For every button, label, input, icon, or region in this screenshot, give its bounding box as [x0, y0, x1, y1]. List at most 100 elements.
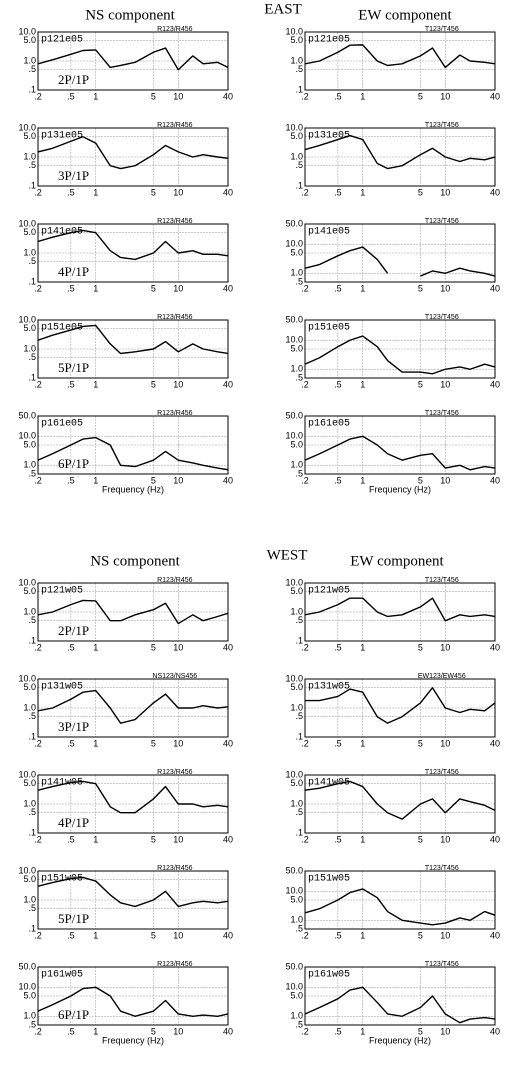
- west-title: WEST: [267, 547, 308, 563]
- ratio-label: T123/T456: [425, 769, 459, 776]
- y-tick-label: 5.0: [23, 586, 36, 596]
- x-tick-label: 10: [440, 475, 450, 485]
- plot-frame: [304, 774, 496, 834]
- x-tick-label: .5: [334, 930, 342, 940]
- x-tick-label: 10: [173, 283, 183, 293]
- station-label: p161e05: [308, 419, 350, 430]
- x-tick-label: .5: [67, 91, 75, 101]
- y-tick-label: 5.0: [23, 990, 36, 1000]
- y-tick-label: 50.0: [18, 410, 36, 420]
- x-tick-label: 1: [93, 738, 98, 748]
- x-tick-label: 5: [418, 642, 423, 652]
- x-tick-label: 40: [223, 187, 233, 197]
- y-tick-label: .5: [28, 468, 36, 478]
- x-tick-label: .2: [301, 642, 309, 652]
- y-tick-label: 10.0: [18, 122, 36, 132]
- y-tick-label: 50.0: [285, 865, 303, 875]
- ratio-label: EW123/EW456: [418, 673, 466, 680]
- x-tick-label: 40: [490, 642, 500, 652]
- y-tick-label: 5.0: [23, 874, 36, 884]
- y-tick-label: .1: [28, 827, 36, 837]
- x-tick-label: 1: [93, 1026, 98, 1036]
- x-tick-label: 40: [490, 283, 500, 293]
- x-tick-label: .5: [334, 738, 342, 748]
- y-tick-label: 5.0: [290, 586, 303, 596]
- ratio-label: T123/T456: [425, 577, 459, 584]
- y-tick-label: 5.0: [23, 323, 36, 333]
- x-tick-label: 10: [440, 379, 450, 389]
- y-tick-label: 10.0: [18, 431, 36, 441]
- x-tick-label: .5: [67, 475, 75, 485]
- y-tick-label: 1.0: [23, 894, 36, 904]
- plot-frame: [304, 31, 496, 91]
- station-label: p121e05: [41, 35, 83, 46]
- y-tick-label: 50.0: [285, 410, 303, 420]
- ratio-line: [38, 324, 228, 355]
- y-tick-label: 50.0: [285, 314, 303, 324]
- x-tick-label: .5: [334, 642, 342, 652]
- ratio-line: [38, 436, 228, 471]
- x-tick-label: 1: [93, 283, 98, 293]
- x-tick-label: 10: [440, 91, 450, 101]
- y-tick-label: 5.0: [290, 131, 303, 141]
- y-tick-label: 1.0: [23, 343, 36, 353]
- ratio-label: R123/R456: [157, 314, 193, 321]
- x-tick-label: 5: [151, 475, 156, 485]
- plot-frame: [37, 31, 229, 91]
- y-tick-label: 10.0: [285, 122, 303, 132]
- phase-ratio: 4P/1P: [58, 264, 89, 279]
- ratio-label: R123/R456: [157, 577, 193, 584]
- x-tick-label: 1: [360, 379, 365, 389]
- x-tick-label: 5: [151, 187, 156, 197]
- x-tick-label: 40: [490, 187, 500, 197]
- x-tick-label: 1: [93, 930, 98, 940]
- x-tick-label: 40: [490, 1026, 500, 1036]
- y-tick-label: 1.0: [290, 151, 303, 161]
- y-tick-label: 5.0: [290, 778, 303, 788]
- y-tick-label: 10.0: [285, 982, 303, 992]
- station-label: p131e05: [308, 131, 350, 142]
- x-tick-label: 1: [93, 834, 98, 844]
- plot-frame: [304, 870, 496, 930]
- y-tick-label: .5: [295, 711, 303, 721]
- x-tick-label: 5: [418, 379, 423, 389]
- ratio-label: R123/R456: [157, 769, 193, 776]
- y-tick-label: 5.0: [23, 35, 36, 45]
- x-tick-label: .5: [334, 91, 342, 101]
- y-tick-label: 10.0: [285, 673, 303, 683]
- ratio-line: [38, 986, 228, 1017]
- x-tick-label: 1: [93, 642, 98, 652]
- y-tick-label: 10.0: [285, 26, 303, 36]
- y-tick-label: 5.0: [290, 894, 303, 904]
- y-tick-label: 10.0: [285, 239, 303, 249]
- y-tick-label: .1: [295, 827, 303, 837]
- y-tick-label: .1: [28, 731, 36, 741]
- x-tick-label: .5: [67, 379, 75, 389]
- y-tick-label: 1.0: [23, 55, 36, 65]
- x-tick-label: 40: [490, 930, 500, 940]
- x-tick-label: 10: [173, 642, 183, 652]
- station-label: p131w05: [41, 682, 83, 693]
- y-tick-label: 1.0: [23, 460, 36, 470]
- x-tick-label: .5: [334, 1026, 342, 1036]
- plot-frame: [304, 319, 496, 379]
- phase-ratio: 3P/1P: [58, 719, 89, 734]
- y-tick-label: .5: [295, 807, 303, 817]
- y-tick-label: .1: [28, 84, 36, 94]
- phase-ratio: 2P/1P: [58, 72, 89, 87]
- x-tick-label: 5: [151, 91, 156, 101]
- x-tick-label: .5: [334, 283, 342, 293]
- x-tick-label: .5: [334, 475, 342, 485]
- phase-ratio: 4P/1P: [58, 815, 89, 830]
- y-tick-label: 10.0: [18, 982, 36, 992]
- x-tick-label: .2: [34, 187, 42, 197]
- x-tick-label: 40: [223, 642, 233, 652]
- y-tick-label: .5: [28, 807, 36, 817]
- x-tick-label: 10: [440, 283, 450, 293]
- phase-ratio: 5P/1P: [58, 360, 89, 375]
- x-tick-label: 1: [360, 475, 365, 485]
- x-tick-label: .5: [67, 930, 75, 940]
- x-axis-label: Frequency (Hz): [102, 1035, 164, 1045]
- x-tick-label: .2: [34, 1026, 42, 1036]
